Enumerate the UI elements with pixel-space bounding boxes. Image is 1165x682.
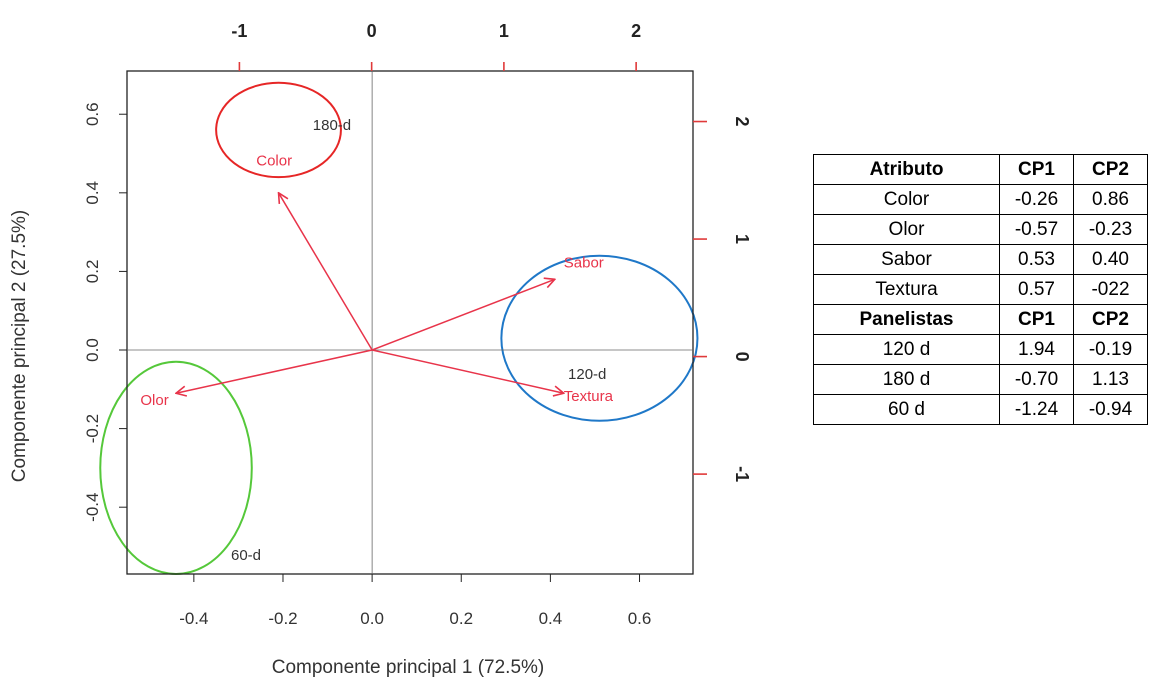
score-point-label: 120-d (568, 366, 606, 383)
table-cell: Color (813, 184, 1000, 215)
table-row: Textura 0.57 -022 (813, 274, 1148, 305)
table-cell: Sabor (813, 244, 1000, 275)
axis-ticks: -0.4 -0.2 0.0 0.2 0.4 0.6 -0.4 -0.2 0.0 0.2 0.4 0.6… (83, 21, 752, 628)
table-row: 120 d 1.94 -0.19 (813, 334, 1148, 365)
score-points: 180-d 60-d 120-d (231, 117, 606, 564)
cluster-ellipse (500, 254, 699, 422)
arrow-label: Textura (564, 388, 614, 405)
loadings-scores-table: Atributo CP1 CP2 Color -0.26 0.86 Olor -0.57 -0.… (813, 154, 1148, 425)
table-cell: 0.57 (999, 274, 1074, 305)
table-header-row: Panelistas CP1 CP2 (813, 304, 1148, 335)
table-header-cell: CP2 (1073, 154, 1148, 185)
x-tick-label: 0.0 (360, 609, 384, 628)
table-header-cell: CP2 (1073, 304, 1148, 335)
cluster-ellipse (99, 360, 253, 575)
table-cell: 60 d (813, 394, 1000, 425)
x-tick-label: -0.2 (268, 609, 297, 628)
table-cell: 1.13 (1073, 364, 1148, 395)
table-row: 60 d -1.24 -0.94 (813, 394, 1148, 425)
table-row: Olor -0.57 -0.23 (813, 214, 1148, 245)
top-tick-label: 1 (499, 21, 509, 41)
top-tick-label: 2 (631, 21, 641, 41)
cluster-ellipse (215, 81, 342, 179)
table-cell: -0.19 (1073, 334, 1148, 365)
table-cell: -0.26 (999, 184, 1074, 215)
y-tick-label: -0.2 (83, 414, 102, 443)
table-cell: Olor (813, 214, 1000, 245)
table-row: Color -0.26 0.86 (813, 184, 1148, 215)
x-tick-label: 0.4 (539, 609, 563, 628)
table-cell: Textura (813, 274, 1000, 305)
loading-arrows: Color Olor Sabor Textura (140, 152, 613, 409)
y-axis-title: Componente principal 2 (27.5%) (9, 210, 30, 483)
y-tick-label: 0.4 (83, 181, 102, 205)
table-cell: -0.23 (1073, 214, 1148, 245)
loading-arrow (279, 193, 373, 351)
table-header-cell: CP1 (999, 154, 1074, 185)
x-tick-label: -0.4 (179, 609, 208, 628)
loading-arrow (176, 349, 373, 393)
y-tick-label: 0.6 (83, 102, 102, 126)
loading-arrow (371, 279, 555, 351)
right-tick-label: 0 (732, 352, 752, 362)
score-point-label: 180-d (313, 117, 351, 134)
table-cell: 1.94 (999, 334, 1074, 365)
y-tick-label: -0.4 (83, 493, 102, 522)
x-tick-label: 0.6 (628, 609, 652, 628)
score-point-label: 60-d (231, 547, 261, 564)
table-cell: -0.57 (999, 214, 1074, 245)
table-header-cell: CP1 (999, 304, 1074, 335)
table-header-cell: Panelistas (813, 304, 1000, 335)
plot-border (126, 70, 694, 575)
biplot-chart: -0.4 -0.2 0.0 0.2 0.4 0.6 -0.4 -0.2 0.0 0.2 0.4 0.6… (9, 21, 752, 678)
y-tick-label: 0.2 (83, 260, 102, 284)
top-tick-label: -1 (231, 21, 247, 41)
table-row: Sabor 0.53 0.40 (813, 244, 1148, 275)
right-tick-label: 1 (732, 234, 752, 244)
table-cell: -1.24 (999, 394, 1074, 425)
right-tick-label: 2 (732, 117, 752, 127)
arrow-label: Sabor (564, 254, 604, 271)
arrow-label: Olor (140, 392, 168, 409)
x-tick-label: 0.2 (449, 609, 473, 628)
y-tick-label: 0.0 (83, 338, 102, 362)
top-tick-label: 0 (367, 21, 377, 41)
table-header-cell: Atributo (813, 154, 1000, 185)
table-cell: 180 d (813, 364, 1000, 395)
table-cell: 0.40 (1073, 244, 1148, 275)
plot-frame (126, 70, 694, 575)
table-row: 180 d -0.70 1.13 (813, 364, 1148, 395)
table-cell: -022 (1073, 274, 1148, 305)
x-axis-title: Componente principal 1 (72.5%) (272, 657, 545, 678)
right-tick-label: -1 (732, 466, 752, 482)
cluster-ellipses (99, 81, 699, 575)
table-cell: 0.86 (1073, 184, 1148, 215)
table-cell: -0.70 (999, 364, 1074, 395)
table-cell: 0.53 (999, 244, 1074, 275)
arrow-label: Color (256, 152, 292, 169)
table-header-row: Atributo CP1 CP2 (813, 154, 1148, 185)
loading-arrow (371, 349, 564, 393)
table-cell: 120 d (813, 334, 1000, 365)
table-cell: -0.94 (1073, 394, 1148, 425)
